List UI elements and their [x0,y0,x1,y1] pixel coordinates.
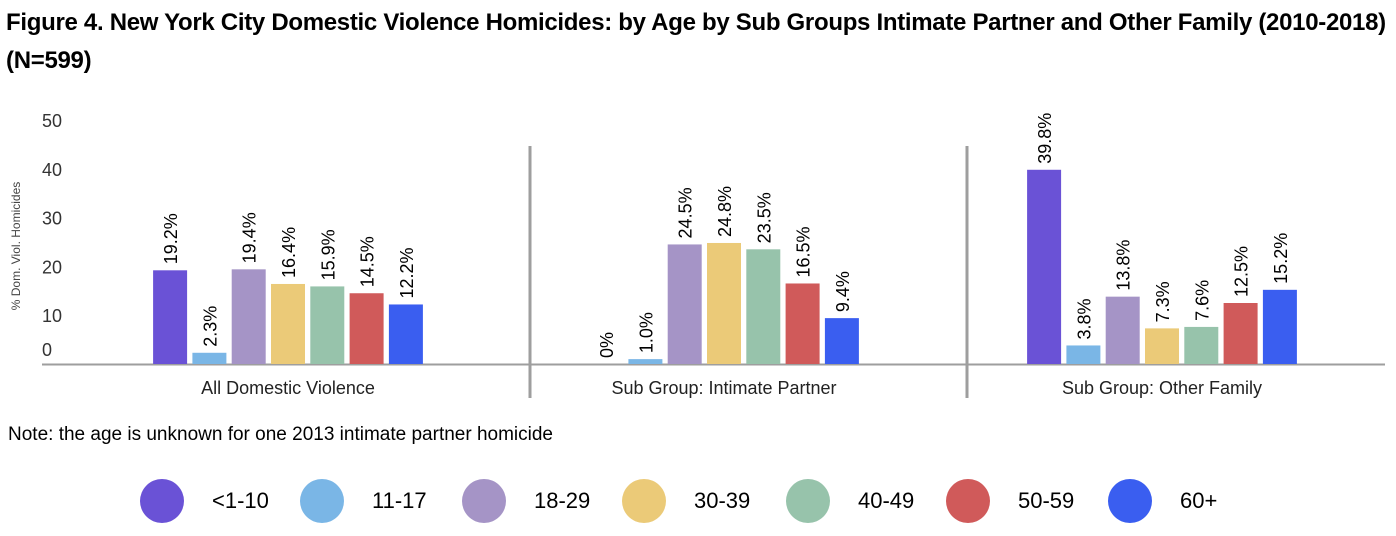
bar-chart: % Dom. Viol. Homicides 0 10 20 30 40 50 19.2% 2.… [9,111,1385,398]
bar-value-label: 15.9% [318,229,338,280]
legend-item: 18-29 [462,476,590,526]
bar [785,283,820,364]
legend-swatch [946,479,990,523]
x-category-label: Sub Group: Intimate Partner [611,378,836,398]
legend-label: 30-39 [694,488,751,513]
legend-swatch [786,479,830,523]
legend: <1-10 11-17 18-29 30-39 40-49 50-59 60+ [0,476,1396,526]
bar-value-label: 14.5% [358,236,378,287]
legend-item: 30-39 [622,476,750,526]
bar-value-label: 19.4% [240,212,260,263]
bar [388,304,423,364]
bar [349,293,384,364]
bar [310,286,345,364]
bar [707,242,741,364]
bar [746,249,781,364]
legend-swatch [462,479,506,523]
legend-item: 50-59 [946,476,1074,526]
bar-value-label: 39.8% [1035,113,1055,164]
legend-swatch [1108,479,1152,523]
bar-value-label: 7.3% [1153,281,1173,322]
bar-value-label: 3.8% [1074,298,1094,339]
bar [1184,326,1219,364]
bar [271,283,305,364]
y-tick-label: 0 [42,340,52,360]
bar-value-label: 7.6% [1192,280,1212,321]
legend-label: 40-49 [858,488,915,513]
y-tick-label: 30 [42,209,62,229]
bar-value-label: 24.8% [715,186,735,237]
legend-label: 11-17 [372,488,427,513]
bar [153,270,188,364]
legend-item: 11-17 [300,476,427,526]
bar [1105,296,1140,364]
bar [1223,303,1258,364]
bar [1262,289,1297,364]
legend-swatch [622,479,666,523]
bar-value-label: 24.5% [676,187,696,238]
bar-value-label: 23.5% [754,192,774,243]
legend-label: <1-10 [212,488,269,513]
bar [231,269,266,364]
bar-value-label: 19.2% [161,213,181,264]
bar-value-label: 0% [597,332,617,358]
bar-value-label: 16.5% [794,226,814,277]
chart-note: Note: the age is unknown for one 2013 in… [8,424,553,445]
y-tick-label: 20 [42,257,62,277]
bar [667,244,702,364]
legend-item: 60+ [1108,476,1217,526]
legend-item: 40-49 [786,476,914,526]
bar [1066,345,1101,364]
y-axis-title: % Dom. Viol. Homicides [9,182,23,310]
bar-value-label: 1.0% [636,312,656,353]
y-tick-label: 40 [42,160,62,180]
bar-value-label: 12.5% [1232,246,1252,297]
y-tick-label: 10 [42,306,62,326]
bar-value-label: 12.2% [397,247,417,298]
bar-value-label: 15.2% [1271,233,1291,284]
bar-value-label: 2.3% [200,306,220,347]
legend-item: <1-10 [140,476,269,526]
bar [824,318,859,364]
bar [1027,169,1062,364]
x-category-label: Sub Group: Other Family [1062,378,1262,398]
bar-value-label: 16.4% [279,227,299,278]
bar [192,352,227,364]
bar-value-label: 9.4% [833,271,853,312]
chart-title: Figure 4. New York City Domestic Violenc… [6,9,1386,74]
legend-label: 50-59 [1018,488,1075,513]
bar [628,359,663,364]
x-category-label: All Domestic Violence [201,378,375,398]
legend-swatch [300,479,344,523]
legend-label: 18-29 [534,488,591,513]
legend-swatch [140,479,184,523]
bar [1145,328,1179,364]
y-tick-label: 50 [42,111,62,131]
legend-label: 60+ [1180,488,1218,513]
bar-value-label: 13.8% [1114,240,1134,291]
